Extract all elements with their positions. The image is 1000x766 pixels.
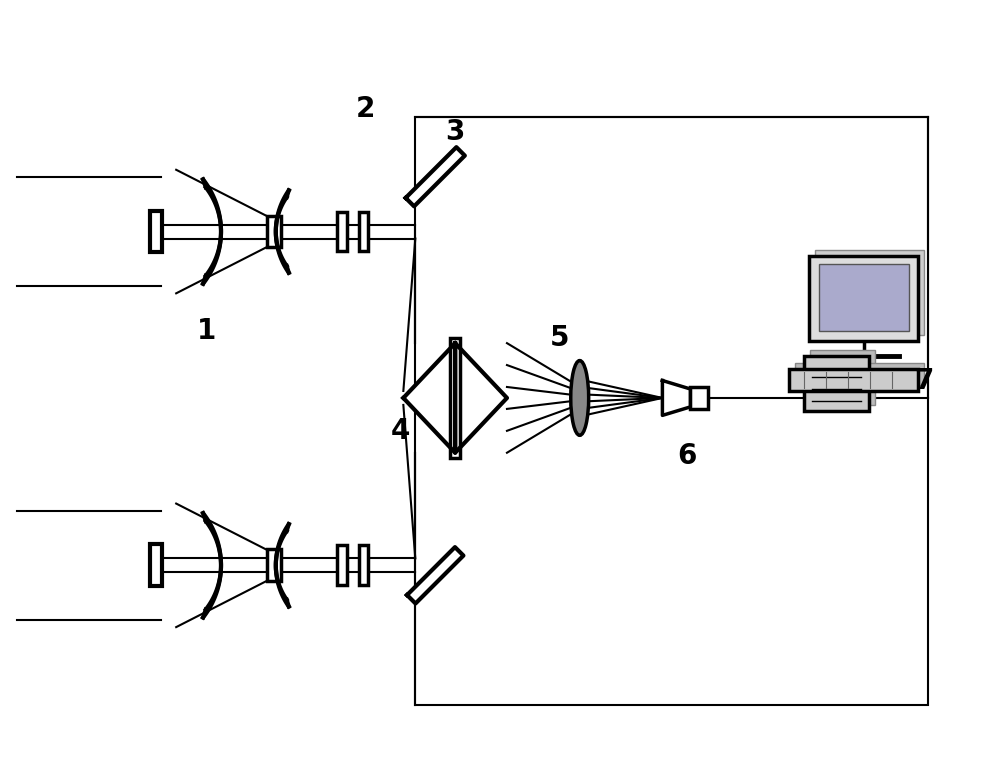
Polygon shape [276,524,289,607]
Bar [267,549,281,581]
Text: 6: 6 [678,442,697,470]
Bar [337,211,347,251]
Polygon shape [662,381,690,415]
Polygon shape [406,147,465,206]
Polygon shape [407,547,463,604]
FancyBboxPatch shape [789,369,918,391]
Polygon shape [403,343,455,453]
Polygon shape [203,179,221,283]
Polygon shape [276,191,289,273]
Polygon shape [455,343,507,453]
Bar [150,211,162,253]
Bar [690,387,708,409]
Text: 3: 3 [445,118,465,146]
FancyBboxPatch shape [810,350,875,405]
Text: 5: 5 [550,324,570,352]
Bar [337,545,347,585]
FancyBboxPatch shape [795,363,924,385]
FancyBboxPatch shape [815,250,924,336]
Bar [450,338,460,458]
Text: 7: 7 [914,367,933,395]
Bar [359,211,368,251]
Ellipse shape [571,361,589,435]
FancyBboxPatch shape [804,356,869,411]
Bar [359,545,368,585]
Text: 4: 4 [391,417,410,445]
Bar [267,215,281,247]
FancyBboxPatch shape [819,264,909,331]
Text: 2: 2 [356,95,375,123]
Bar [150,545,162,586]
Polygon shape [203,513,221,617]
FancyBboxPatch shape [809,257,918,341]
Text: 1: 1 [196,317,216,345]
Bar [415,117,928,705]
